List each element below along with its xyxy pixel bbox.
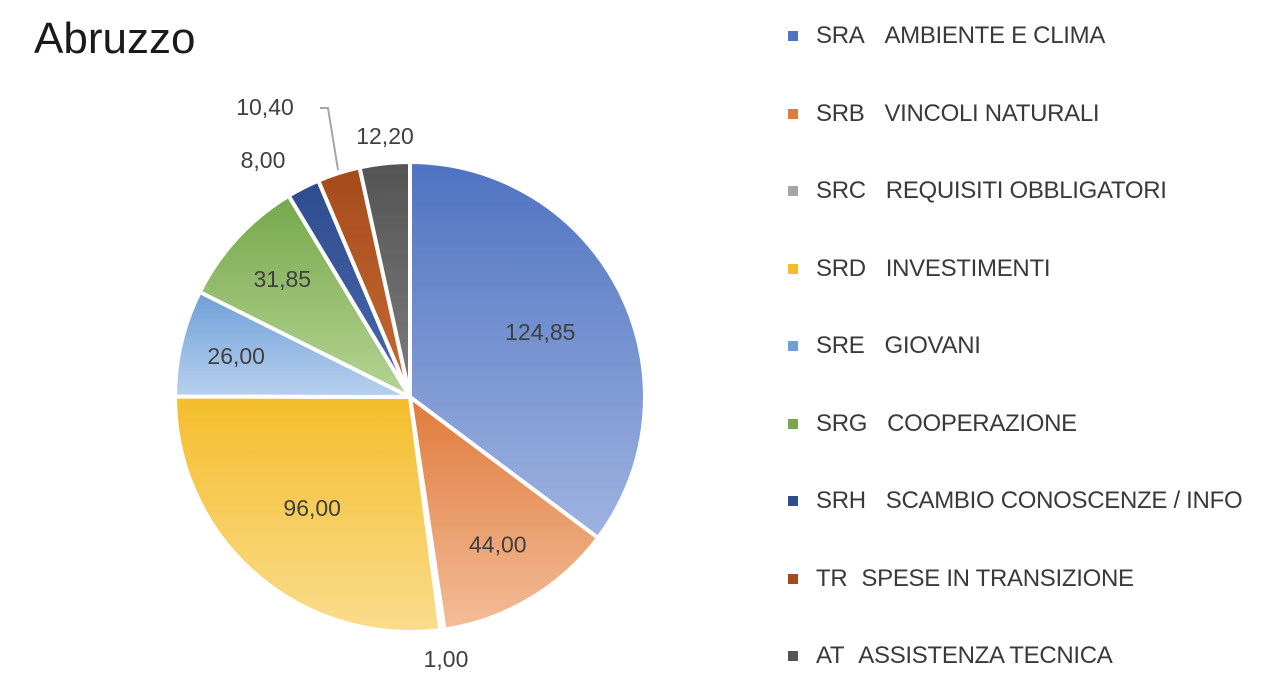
data-label-srh: 8,00	[241, 147, 286, 173]
data-label-srd: 96,00	[283, 495, 341, 521]
data-label-src: 1,00	[424, 646, 469, 672]
legend-item-at: AT ASSISTENZA TECNICA	[788, 636, 1113, 676]
data-label-srg: 31,85	[254, 266, 312, 292]
legend-code: SRA	[816, 22, 865, 49]
legend-code: TR	[816, 564, 848, 592]
leader-lines	[320, 107, 339, 171]
legend-item-srd: SRD INVESTIMENTI	[788, 249, 1051, 289]
legend-label: SRG COOPERAZIONE	[816, 410, 1077, 438]
pie-slice-sra	[408, 160, 647, 540]
data-label-srb: 44,00	[469, 531, 527, 557]
legend-item-srg: SRG COOPERAZIONE	[788, 404, 1077, 444]
pie-slice-at	[357, 160, 412, 399]
data-labels: 124,85 44,00 1,00 96,00 26,00 31,85 8,00 10,40 1…	[207, 94, 575, 672]
legend-code: SRG	[816, 409, 868, 437]
legend-swatch	[788, 496, 798, 506]
legend-code: SRE	[816, 332, 865, 359]
legend-item-src: SRC REQUISITI OBBLIGATORI	[788, 171, 1167, 211]
legend-swatch	[788, 418, 798, 429]
pie-chart: 124,85 44,00 1,00 96,00 26,00 31,85 8,00 10,40 1…	[172, 94, 647, 672]
legend-swatch	[788, 573, 798, 584]
pie-slice-srd	[172, 394, 443, 634]
chart-title: Abruzzo	[34, 14, 196, 63]
legend-label: SRC REQUISITI OBBLIGATORI	[816, 177, 1167, 205]
legend-code: SRD	[816, 254, 866, 282]
pie-slice-sre	[173, 289, 412, 399]
legend-label: SRA AMBIENTE E CLIMA	[816, 22, 1105, 50]
legend-swatch	[788, 341, 798, 351]
legend-label: SRE GIOVANI	[816, 332, 981, 360]
leader-line-tr	[320, 107, 339, 171]
pie-slice-srb	[408, 395, 601, 632]
legend-label: SRB VINCOLI NATURALI	[816, 99, 1100, 128]
pie-slices	[172, 160, 647, 634]
legend-item-srh: SRH SCAMBIO CONOSCENZE / INFO	[788, 481, 1243, 521]
legend-label: SRD INVESTIMENTI	[816, 254, 1051, 283]
legend-label: SRH SCAMBIO CONOSCENZE / INFO	[816, 487, 1243, 515]
legend-name: AMBIENTE E CLIMA	[884, 22, 1106, 49]
legend-code: AT	[816, 642, 845, 669]
legend-name: ASSISTENZA TECNICA	[858, 642, 1113, 669]
legend-label: AT ASSISTENZA TECNICA	[816, 642, 1113, 670]
legend-name: GIOVANI	[884, 332, 981, 359]
legend-item-tr: TR SPESE IN TRANSIZIONE	[788, 559, 1134, 599]
data-label-tr: 10,40	[236, 94, 294, 120]
legend-name: SCAMBIO CONOSCENZE / INFO	[885, 487, 1243, 514]
legend-swatch	[788, 31, 798, 41]
data-label-sre: 26,00	[207, 343, 265, 369]
legend-name: INVESTIMENTI	[885, 254, 1051, 282]
legend-code: SRC	[816, 177, 866, 204]
legend-name: COOPERAZIONE	[887, 409, 1077, 437]
data-label-at: 12,20	[356, 123, 414, 149]
legend-item-sre: SRE GIOVANI	[788, 326, 981, 366]
legend-name: SPESE IN TRANSIZIONE	[861, 564, 1134, 592]
legend-label: TR SPESE IN TRANSIZIONE	[816, 565, 1134, 593]
legend-name: VINCOLI NATURALI	[884, 99, 1100, 127]
legend-swatch	[788, 108, 798, 119]
legend-code: SRH	[816, 487, 866, 514]
legend-code: SRB	[816, 99, 865, 127]
legend-swatch	[788, 263, 798, 274]
legend-swatch	[788, 186, 798, 196]
legend-name: REQUISITI OBBLIGATORI	[885, 177, 1167, 204]
data-label-sra: 124,85	[505, 319, 575, 345]
legend-swatch	[788, 651, 798, 661]
legend-item-srb: SRB VINCOLI NATURALI	[788, 94, 1100, 134]
legend-item-sra: SRA AMBIENTE E CLIMA	[788, 16, 1105, 56]
pie-slice-srg	[197, 193, 412, 399]
